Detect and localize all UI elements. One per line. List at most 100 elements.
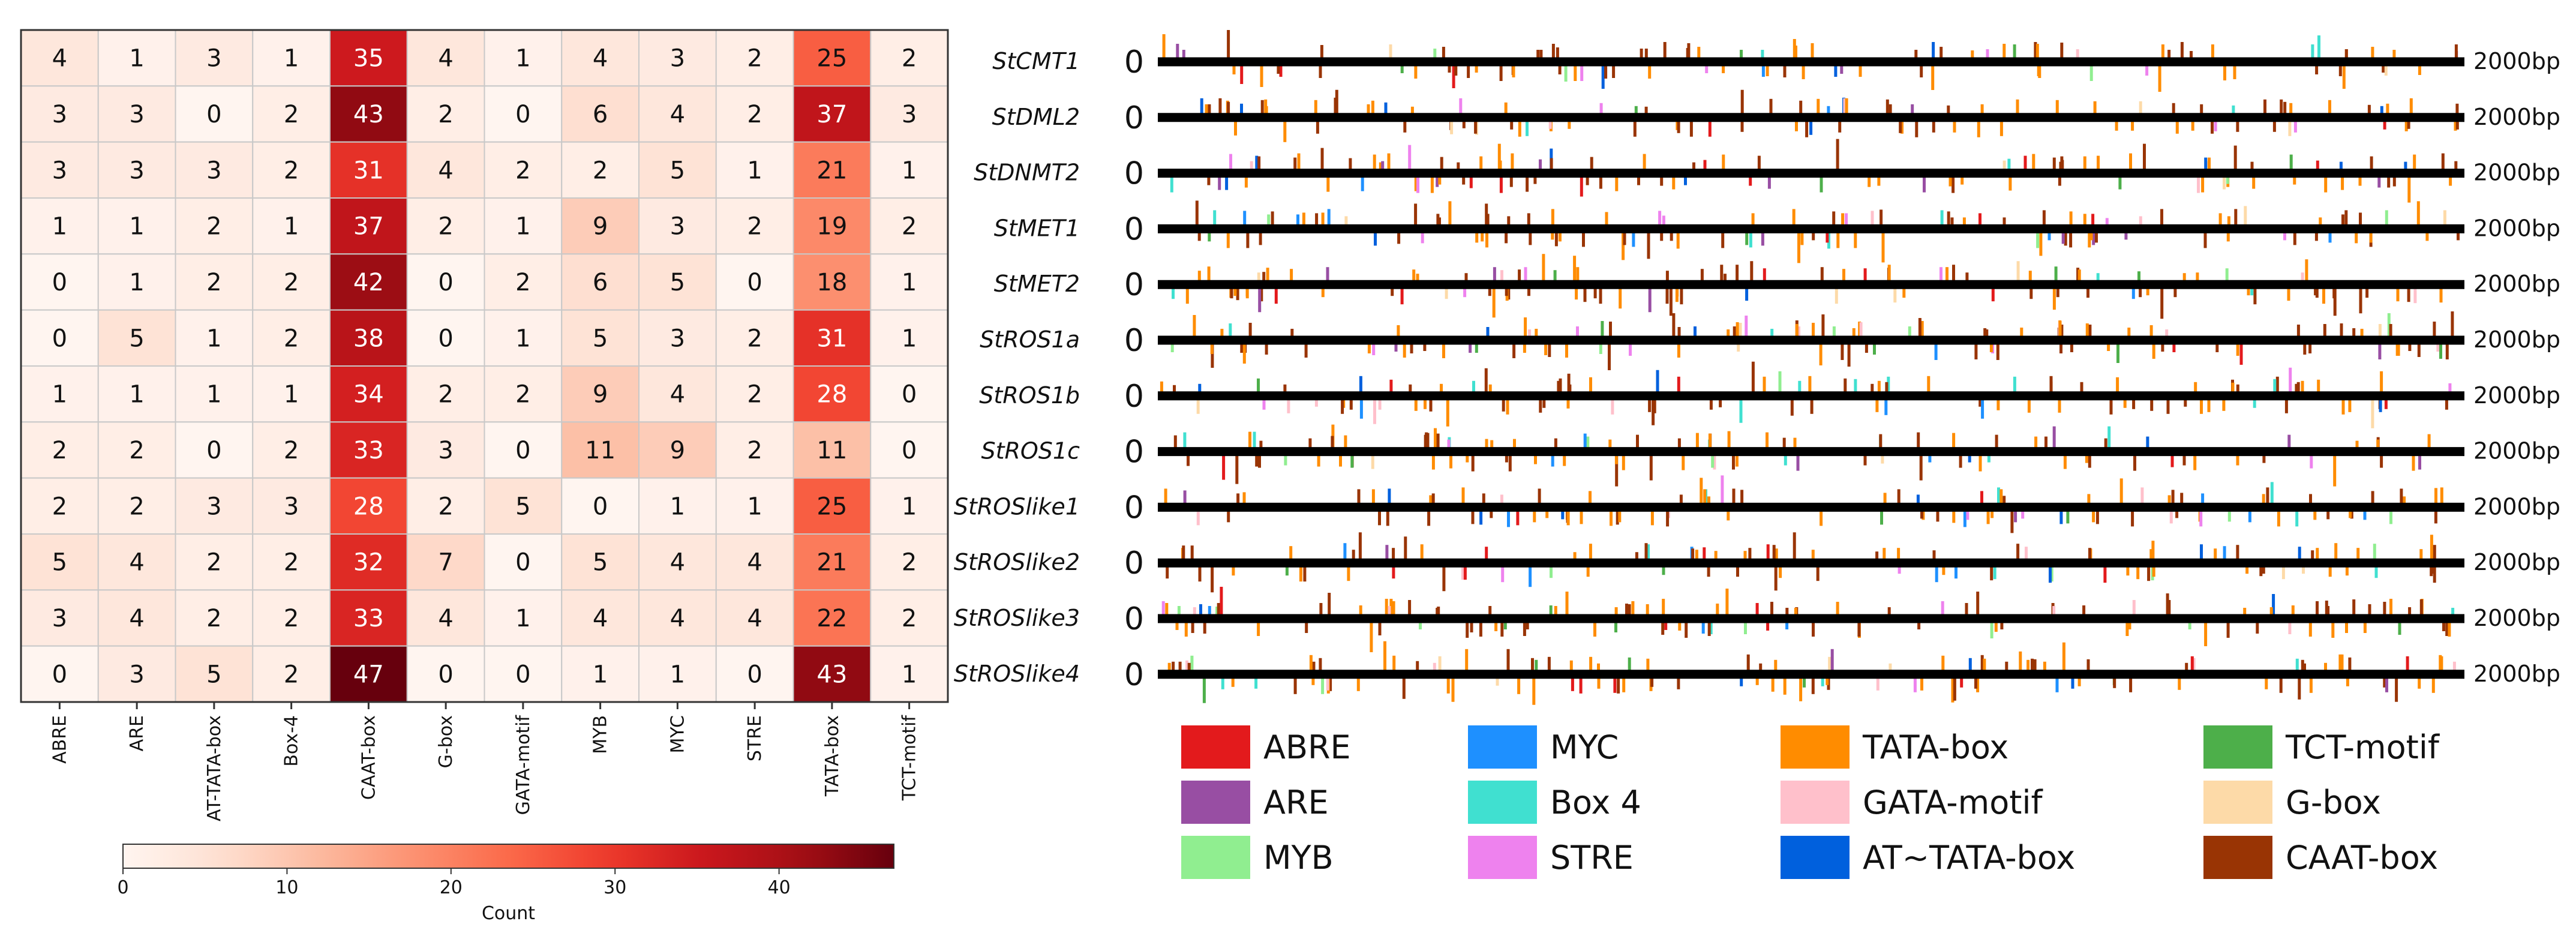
heatmap-cell-value: 3	[129, 157, 144, 184]
heatmap-cell-value: 1	[129, 213, 144, 241]
heatmap-cell	[97, 365, 176, 423]
heatmap-cell	[638, 477, 717, 535]
heatmap-cell	[715, 589, 794, 647]
heatmap-cell-value: 9	[593, 213, 608, 241]
heatmap-cell	[638, 589, 717, 647]
legend-item: CAAT-box	[2203, 833, 2438, 881]
x-tick-label: AT-TATA-box	[204, 715, 225, 821]
heatmap-cell	[792, 645, 872, 703]
heatmap-cell-value: 2	[515, 381, 530, 409]
heatmap-cell-value: 0	[438, 661, 453, 688]
heatmap-cell-value: 1	[902, 493, 917, 520]
x-tick-label: ARE	[127, 715, 148, 751]
heatmap-cell-value: 2	[438, 381, 453, 409]
heatmap-cell-value: 2	[284, 661, 299, 688]
heatmap-cell	[329, 85, 408, 143]
legend-label: TATA-box	[1863, 728, 2009, 766]
heatmap-cell	[329, 421, 408, 479]
heatmap-cell	[175, 309, 254, 367]
heatmap-cell	[97, 589, 176, 647]
heatmap-cell-value: 25	[816, 45, 847, 73]
heatmap-cell	[792, 309, 872, 367]
heatmap-cell	[561, 309, 640, 367]
x-tick-label: TATA-box	[822, 715, 843, 797]
heatmap-cell-value: 3	[902, 101, 917, 128]
heatmap-cell-value: 0	[206, 437, 221, 464]
gene-label: StCMT1	[992, 48, 1080, 74]
heatmap-cell-value: 28	[816, 381, 847, 409]
heatmap-cell-value: 0	[902, 381, 917, 409]
heatmap-cell	[715, 309, 794, 367]
heatmap-cell-value: 2	[902, 213, 917, 241]
heatmap-cell-value: 2	[438, 213, 453, 241]
colorbar: 0 10 20 30 40 Count	[117, 844, 894, 924]
heatmap-cell-value: 1	[129, 381, 144, 409]
heatmap-cell	[252, 365, 331, 423]
heatmap-cell	[638, 85, 717, 143]
heatmap-cell	[638, 197, 717, 255]
heatmap-cell	[561, 645, 640, 703]
heatmap-cell	[792, 85, 872, 143]
track-end-label: 2000bp	[2473, 382, 2560, 409]
heatmap-cell-value: 2	[284, 269, 299, 296]
heatmap-cell	[97, 421, 176, 479]
heatmap-cell-value: 0	[515, 661, 530, 688]
heatmap-cell-value: 2	[129, 437, 144, 464]
heatmap-cell-value: 3	[52, 101, 67, 128]
heatmap-cell-value: 2	[902, 549, 917, 577]
x-tick-label: CAAT-box	[358, 715, 379, 800]
heatmap-cell-value: 5	[670, 157, 685, 184]
track-end-label: 2000bp	[2473, 104, 2560, 130]
track-end-label: 2000bp	[2473, 271, 2560, 297]
heatmap-cell-value: 4	[438, 157, 453, 184]
heatmap-cell	[20, 645, 99, 703]
x-tick-label: Box-4	[281, 715, 302, 767]
track-start-label: 0	[1124, 379, 1144, 415]
x-tick-label: G-box	[436, 715, 457, 768]
legend-swatch	[1468, 725, 1537, 769]
legend-item: TCT-motif	[2203, 723, 2439, 771]
heatmap-cell-value: 42	[353, 269, 384, 296]
heatmap-cell	[97, 645, 176, 703]
heatmap-cell-value: 38	[353, 325, 384, 352]
heatmap-cell-value: 34	[353, 381, 384, 409]
heatmap-cell	[870, 589, 948, 647]
heatmap-cell-value: 4	[52, 45, 67, 73]
legend-item: AT~TATA-box	[1781, 833, 2075, 881]
heatmap-cell	[329, 533, 408, 591]
heatmap-cell-value: 5	[52, 549, 67, 577]
heatmap-cell	[715, 253, 794, 311]
track-start-label: 0	[1124, 211, 1144, 247]
heatmap-cell-value: 1	[206, 325, 221, 352]
heatmap-cell-value: 2	[747, 101, 762, 128]
heatmap-cell-value: 11	[816, 437, 847, 464]
heatmap-cell-value: 1	[593, 661, 608, 688]
legend-swatch	[1781, 781, 1850, 824]
heatmap-cell	[561, 141, 640, 199]
heatmap-cell-value: 2	[206, 269, 221, 296]
heatmap-cell	[638, 365, 717, 423]
heatmap-cell-value: 6	[593, 101, 608, 128]
colorbar-tick-label: 20	[440, 877, 463, 898]
promoter-tracks-panel: StCMT1 0 2000bp StDML2 0 2000bp StDNMT2 0 2000bp…	[954, 30, 2560, 705]
x-tick-label: TCT-motif	[899, 715, 920, 802]
heatmap-cell	[20, 421, 99, 479]
heatmap-cell-value: 31	[816, 325, 847, 352]
heatmap-cell	[252, 589, 331, 647]
heatmap-cell	[484, 645, 563, 703]
heatmap-cell	[484, 533, 563, 591]
x-tick-label: STRE	[744, 715, 765, 761]
heatmap-cell	[406, 533, 485, 591]
heatmap-cell-value: 2	[284, 605, 299, 632]
gene-label: StMET2	[994, 271, 1080, 297]
heatmap-cell	[252, 477, 331, 535]
heatmap-cell-value: 2	[129, 493, 144, 520]
heatmap-cell-value: 7	[438, 549, 453, 577]
heatmap-cell-value: 1	[902, 325, 917, 352]
heatmap-cell-value: 1	[902, 157, 917, 184]
heatmap-cell-value: 3	[438, 437, 453, 464]
heatmap-cell	[561, 253, 640, 311]
heatmap-cell-value: 1	[129, 269, 144, 296]
heatmap-cell-value: 2	[284, 437, 299, 464]
heatmap-cell-value: 4	[670, 605, 685, 632]
